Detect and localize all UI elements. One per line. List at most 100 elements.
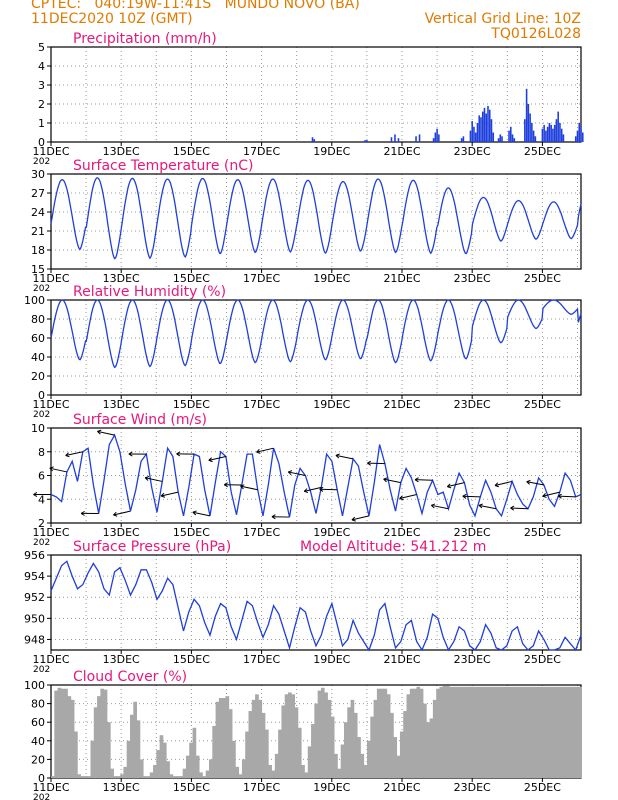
wind-arrow — [65, 451, 83, 457]
wind-arrow — [240, 485, 258, 491]
y-tick-label: 100 — [24, 679, 45, 692]
cloud-bar — [531, 686, 536, 778]
precip-bar — [418, 134, 421, 142]
y-tick-label: 0 — [38, 136, 45, 149]
y-tick-label: 15 — [31, 263, 45, 276]
cloud-bar — [143, 776, 147, 778]
cloud-bar — [396, 755, 401, 778]
cloud-bar — [406, 694, 411, 778]
y-tick-label: 60 — [31, 716, 45, 729]
cloud-bar — [235, 766, 240, 778]
wind-arrow — [208, 456, 227, 461]
wind-arrow — [510, 507, 529, 510]
x-tick-label: 13DEC — [103, 272, 140, 285]
cloud-bar — [557, 686, 562, 778]
cloud-bar — [518, 686, 523, 778]
cloud-bar — [209, 759, 213, 778]
x-tick-label: 25DEC — [524, 653, 561, 666]
wind-arrow — [383, 478, 401, 484]
wind-arrow-head — [478, 503, 483, 509]
precip-bar — [485, 113, 488, 142]
cloud-bar — [212, 725, 216, 778]
precip-bar — [487, 105, 489, 142]
cloud-bar — [261, 712, 266, 778]
cloud-bar — [564, 686, 569, 778]
wind-arrow-head — [240, 484, 245, 490]
cloud-bar — [268, 764, 272, 778]
cloud-bar — [126, 740, 131, 778]
x-tick-label: 11DEC — [32, 398, 69, 411]
wind-arrow-head — [335, 453, 340, 459]
y-tick-label: 954 — [24, 570, 45, 583]
panel-pres: 948 950 952 954 956 11DEC 13DEC 15DEC 17DEC 19DEC… — [24, 539, 582, 675]
y-tick-label: 5 — [38, 41, 45, 54]
cloud-bar — [452, 686, 457, 778]
cloud-bar — [330, 716, 335, 778]
cloud-bar — [353, 712, 358, 778]
y-tick-label: 40 — [31, 735, 45, 748]
panel-title: Surface Temperature (nC) — [73, 158, 254, 174]
panel-rh: 0 20 40 60 80 100 11DEC 13DEC 15DEC 17DEC 19DEC 21D… — [24, 284, 582, 420]
precip-bar — [397, 138, 400, 142]
y-tick-label: 950 — [24, 612, 45, 625]
wind-arrow — [160, 491, 179, 497]
cloud-bar — [172, 776, 177, 778]
x-year-label: 202 — [33, 284, 50, 294]
wind-arrow-head — [208, 457, 213, 463]
wind-arrow-head — [510, 505, 515, 511]
cloud-bar — [103, 689, 108, 778]
cloud-bar — [449, 686, 454, 778]
wind-arrow — [304, 486, 322, 492]
wind-arrow — [399, 494, 417, 500]
precip-bar — [311, 137, 314, 142]
y-tick-label: 24 — [31, 206, 45, 219]
precip-bar — [436, 128, 438, 142]
x-tick-label: 19DEC — [313, 272, 350, 285]
cloud-bar — [432, 699, 437, 778]
cloud-bar — [495, 686, 500, 778]
precip-bar — [471, 121, 473, 142]
cloud-bar — [192, 727, 197, 778]
wind-arrow-head — [557, 493, 562, 499]
precip-bar — [580, 126, 582, 142]
cloud-bar — [185, 755, 190, 778]
precip-bar — [578, 123, 581, 142]
precip-bar — [581, 132, 584, 142]
cloud-bar — [182, 768, 187, 778]
cloud-bar — [320, 687, 325, 778]
y-tick-label: 952 — [24, 591, 45, 604]
cloud-bar — [307, 746, 312, 778]
cloud-bar — [156, 750, 161, 778]
panel-frame — [50, 173, 582, 270]
panel-cloud: 0 20 40 60 80 100 11DEC 13DEC 15DEC 17DEC 19DEC 21D… — [24, 669, 582, 800]
x-tick-label: 23DEC — [454, 526, 491, 539]
panel-title: Relative Humidity (%) — [73, 284, 226, 300]
cloud-bar — [393, 737, 398, 778]
cloud-bar — [426, 722, 430, 778]
y-tick-label: 30 — [31, 168, 45, 181]
cloud-bar — [238, 774, 243, 778]
precip-bar — [480, 117, 482, 142]
cloud-bar — [373, 699, 378, 778]
cloud-bar — [501, 686, 506, 778]
cloud-bar — [577, 686, 582, 778]
wind-arrow-head — [144, 475, 150, 481]
cloud-bar — [492, 686, 496, 778]
x-year-label: 202 — [33, 665, 50, 675]
cloud-bar — [376, 688, 381, 778]
y-tick-label: 6 — [38, 470, 45, 483]
cloud-bar — [304, 772, 309, 778]
x-tick-label: 13DEC — [103, 526, 140, 539]
y-tick-label: 21 — [31, 225, 45, 238]
cloud-bar — [120, 774, 124, 778]
cloud-bar — [390, 712, 394, 778]
y-tick-label: 0 — [38, 389, 45, 402]
x-tick-label: 15DEC — [173, 398, 210, 411]
x-tick-label: 11DEC — [32, 781, 69, 794]
cloud-bar — [205, 770, 210, 778]
wind-arrow-head — [446, 483, 452, 489]
wind-arrow — [97, 430, 115, 436]
cloud-bar — [179, 776, 184, 778]
precip-bar — [548, 123, 551, 142]
y-tick-label: 18 — [31, 244, 45, 257]
